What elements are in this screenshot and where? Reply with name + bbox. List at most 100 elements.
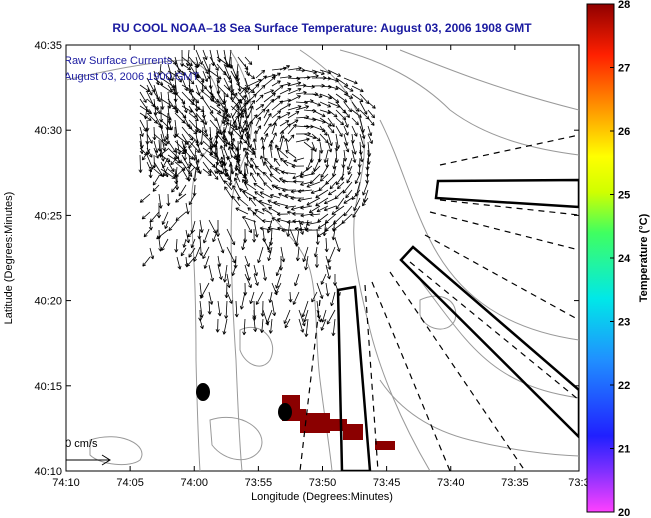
current-vector	[271, 110, 282, 119]
current-vector	[167, 119, 173, 131]
current-vector	[249, 291, 255, 305]
current-vector	[362, 181, 369, 196]
current-vector	[239, 102, 247, 111]
current-vector	[264, 157, 273, 167]
current-vector	[317, 221, 329, 229]
current-vector	[176, 139, 182, 155]
current-vector	[271, 115, 281, 127]
current-vector	[359, 149, 364, 163]
current-vector	[202, 98, 214, 114]
current-vector	[153, 105, 161, 115]
sst-patch	[375, 441, 395, 450]
current-vector	[215, 219, 221, 237]
current-vector	[245, 131, 250, 143]
colorbar-tick-label: 26	[618, 126, 630, 138]
current-vector	[287, 87, 302, 95]
current-vector	[343, 85, 354, 92]
current-vector	[335, 173, 345, 186]
current-vector	[195, 140, 204, 158]
current-vector	[311, 291, 318, 303]
current-vector	[188, 140, 200, 154]
current-vector	[255, 94, 264, 103]
current-vector	[343, 93, 354, 99]
current-vector	[343, 101, 353, 113]
current-vector	[345, 189, 353, 199]
current-vector	[304, 318, 309, 337]
current-vector	[202, 147, 214, 156]
current-vector	[158, 63, 163, 76]
current-vector	[235, 165, 241, 175]
colorbar-tick-label: 25	[618, 190, 630, 202]
current-vector	[152, 184, 160, 192]
current-vector	[269, 140, 274, 151]
current-vector	[259, 155, 265, 167]
current-vector	[267, 237, 273, 251]
current-vector	[295, 137, 310, 143]
current-vector	[160, 154, 171, 163]
current-vector	[279, 135, 285, 151]
current-vector	[223, 115, 228, 127]
x-tick-label: 73:40	[437, 477, 465, 489]
y-axis-label: Latitude (Degrees:Minutes)	[3, 192, 15, 325]
current-vector	[317, 213, 329, 223]
current-vector	[267, 246, 273, 262]
current-vector	[319, 125, 328, 136]
zone-south-channel	[336, 285, 372, 471]
current-vector	[321, 309, 327, 323]
current-vector	[319, 69, 332, 75]
current-vector	[310, 189, 321, 195]
current-vector	[227, 119, 232, 135]
current-vector	[160, 112, 172, 121]
current-vector	[322, 219, 327, 237]
current-vector	[295, 246, 300, 262]
current-vector	[253, 182, 265, 191]
current-vector	[334, 237, 341, 252]
current-vector	[294, 228, 300, 247]
current-vector	[331, 228, 336, 241]
x-tick-label: 73:3	[568, 477, 589, 489]
current-vector	[323, 149, 329, 164]
current-vector	[284, 193, 297, 199]
current-vector	[153, 168, 163, 177]
current-vector	[167, 140, 177, 153]
y-tick-label: 40:20	[34, 296, 62, 308]
current-vector	[263, 123, 272, 135]
current-vector	[271, 132, 277, 143]
colorbar-tick-label: 24	[618, 253, 631, 265]
current-vector	[247, 100, 256, 111]
current-vector	[343, 133, 349, 146]
current-vector	[346, 173, 353, 184]
current-vector	[279, 123, 291, 135]
current-vector	[315, 228, 320, 245]
current-vector	[303, 99, 314, 104]
current-vector	[222, 264, 228, 283]
current-vector	[367, 117, 375, 126]
y-tick-label: 40:15	[34, 381, 62, 393]
current-vector	[175, 211, 187, 221]
current-vector	[241, 237, 246, 251]
current-vector	[300, 181, 313, 187]
current-vector	[316, 282, 324, 299]
current-vector	[248, 197, 257, 207]
current-vector	[274, 167, 289, 175]
current-vector	[188, 126, 198, 135]
current-vector	[226, 291, 233, 304]
current-vector	[319, 93, 333, 100]
zone-southeast-channel	[399, 245, 579, 439]
current-vector	[276, 147, 289, 159]
current-vector	[215, 318, 220, 333]
current-vector	[188, 70, 200, 79]
current-vector	[239, 111, 244, 127]
current-vector	[271, 217, 281, 223]
current-vector	[257, 246, 264, 264]
current-vector	[352, 205, 361, 218]
current-vector	[194, 98, 199, 112]
current-vector	[162, 157, 169, 169]
current-vector	[258, 200, 273, 207]
current-vector	[269, 165, 281, 175]
current-vector	[253, 273, 259, 286]
current-vector	[244, 219, 253, 234]
current-vector	[139, 91, 147, 103]
current-vector	[351, 149, 357, 163]
current-vector	[231, 106, 240, 119]
